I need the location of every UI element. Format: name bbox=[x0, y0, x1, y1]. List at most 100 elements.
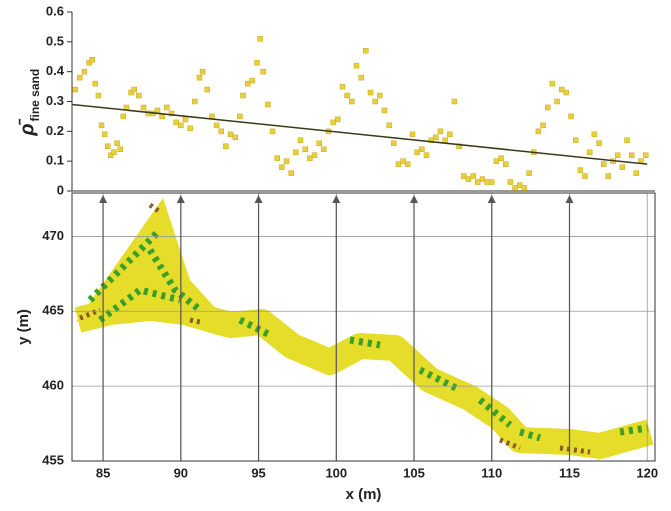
data-point bbox=[563, 89, 570, 96]
x-tick-label: 100 bbox=[325, 465, 347, 480]
y-tick-label: 0.2 bbox=[46, 123, 64, 138]
data-point bbox=[274, 155, 280, 161]
data-point bbox=[516, 182, 523, 188]
data-point bbox=[507, 179, 514, 185]
data-point bbox=[218, 128, 224, 135]
y-tick-label: 0.5 bbox=[46, 33, 64, 48]
y-tick-label: 0.4 bbox=[46, 63, 65, 78]
y-tick-label: 0.1 bbox=[46, 153, 64, 168]
data-point bbox=[330, 119, 336, 126]
data-point bbox=[386, 122, 392, 129]
data-point bbox=[173, 119, 179, 126]
data-point bbox=[526, 170, 532, 176]
data-point bbox=[414, 149, 420, 155]
data-point bbox=[544, 104, 551, 111]
data-point bbox=[192, 98, 198, 105]
data-point bbox=[447, 131, 453, 138]
data-point bbox=[105, 143, 111, 149]
data-point bbox=[269, 128, 276, 135]
data-point bbox=[372, 98, 378, 105]
data-point bbox=[117, 146, 123, 152]
data-point bbox=[265, 101, 271, 108]
data-point bbox=[92, 80, 99, 87]
plot-frame bbox=[71, 192, 656, 462]
data-point bbox=[605, 173, 612, 179]
data-point bbox=[456, 143, 462, 149]
data-point bbox=[111, 149, 117, 155]
data-point bbox=[419, 146, 425, 152]
data-point bbox=[428, 137, 434, 144]
y-tick-label: 455 bbox=[42, 452, 64, 467]
data-point bbox=[405, 161, 411, 167]
trend-line bbox=[71, 103, 648, 165]
data-point bbox=[249, 77, 256, 84]
data-point bbox=[451, 98, 458, 105]
data-point bbox=[558, 86, 565, 93]
data-point bbox=[470, 173, 476, 179]
data-point bbox=[339, 83, 346, 90]
data-point bbox=[95, 92, 102, 99]
data-point bbox=[572, 137, 579, 144]
data-point bbox=[178, 122, 184, 129]
data-point bbox=[521, 185, 528, 191]
data-point bbox=[498, 155, 504, 161]
data-point bbox=[131, 86, 137, 93]
data-point bbox=[293, 149, 299, 155]
data-point bbox=[77, 74, 83, 81]
data-point bbox=[297, 137, 304, 144]
data-point bbox=[400, 158, 406, 164]
data-point bbox=[479, 176, 486, 182]
data-point bbox=[128, 89, 134, 96]
x-tick-label: 105 bbox=[403, 465, 425, 480]
data-point bbox=[409, 131, 416, 138]
data-point bbox=[302, 146, 308, 152]
data-point bbox=[633, 170, 640, 176]
data-point bbox=[279, 164, 285, 170]
data-point bbox=[254, 59, 260, 66]
data-point bbox=[260, 68, 266, 75]
data-point bbox=[136, 92, 142, 99]
data-point bbox=[540, 122, 546, 129]
data-point bbox=[335, 116, 341, 123]
data-point bbox=[164, 104, 170, 111]
data-point bbox=[86, 59, 92, 66]
data-point bbox=[437, 128, 444, 135]
arrow-head bbox=[410, 195, 419, 203]
data-point bbox=[423, 152, 430, 158]
channel-plume bbox=[76, 198, 228, 322]
data-point bbox=[237, 113, 243, 120]
data-point bbox=[257, 36, 263, 42]
data-point bbox=[433, 134, 439, 141]
data-point bbox=[72, 86, 78, 93]
data-point bbox=[168, 110, 175, 117]
x-tick-label: 120 bbox=[636, 465, 658, 480]
data-point bbox=[619, 164, 626, 170]
y-tick-label: 0.6 bbox=[46, 3, 64, 18]
data-point bbox=[442, 137, 448, 144]
data-point bbox=[196, 74, 203, 81]
data-point bbox=[624, 137, 630, 144]
channel-map bbox=[74, 198, 654, 459]
x-axis-title: x (m) bbox=[346, 486, 382, 503]
channel-bed bbox=[74, 295, 654, 459]
data-point bbox=[223, 143, 229, 149]
data-point bbox=[307, 155, 313, 161]
data-point bbox=[321, 146, 327, 152]
x-tick-label: 90 bbox=[174, 465, 188, 480]
data-point bbox=[283, 158, 290, 164]
arrow-head bbox=[332, 195, 341, 203]
data-point bbox=[232, 134, 238, 141]
data-point bbox=[89, 56, 95, 63]
data-point bbox=[568, 113, 574, 120]
data-point bbox=[582, 173, 588, 179]
arrow-head bbox=[565, 195, 574, 203]
data-point bbox=[549, 80, 556, 87]
data-point bbox=[154, 107, 161, 114]
data-point bbox=[182, 116, 189, 123]
data-point bbox=[381, 107, 388, 114]
data-point bbox=[204, 86, 211, 93]
data-point bbox=[461, 173, 467, 179]
data-point bbox=[591, 131, 598, 138]
arrow-head bbox=[254, 195, 263, 203]
data-point bbox=[114, 140, 120, 147]
